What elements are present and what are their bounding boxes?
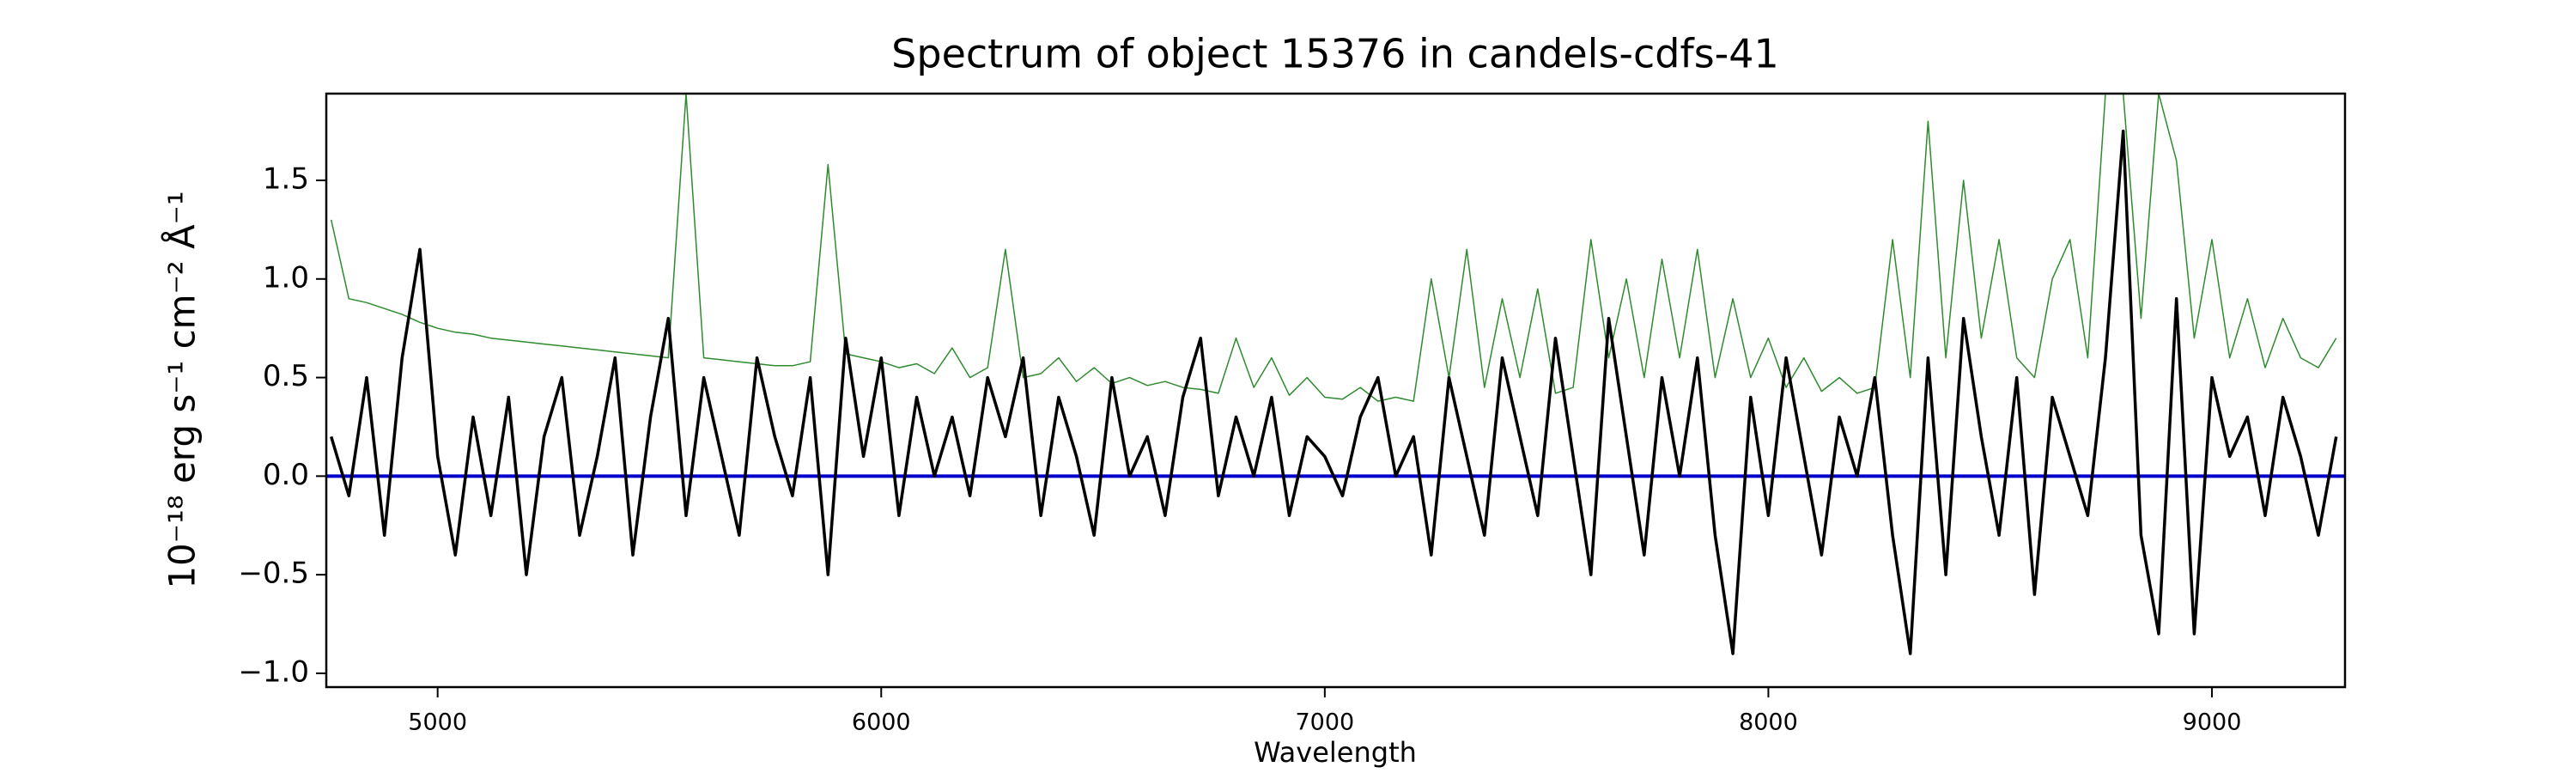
plot-area xyxy=(326,94,2345,655)
y-tick-label: −1.0 xyxy=(238,654,309,689)
y-tick-label: 0.5 xyxy=(263,359,309,393)
y-tick-label: 1.5 xyxy=(263,162,309,197)
series-line xyxy=(330,94,2337,402)
x-tick-label: 8000 xyxy=(1739,709,1798,736)
x-tick-label: 9000 xyxy=(2183,709,2242,736)
y-tick-label: −0.5 xyxy=(238,557,309,591)
y-tick-label: 0.0 xyxy=(263,458,309,492)
y-tick-label: 1.0 xyxy=(263,260,309,295)
x-axis-label: Wavelength xyxy=(1254,736,1417,769)
x-tick-label: 7000 xyxy=(1295,709,1354,736)
y-axis-label: 10⁻¹⁸ erg s⁻¹ cm⁻² Å⁻¹ xyxy=(161,191,204,588)
series-line xyxy=(330,129,2338,655)
x-tick-label: 6000 xyxy=(852,709,911,736)
x-tick-label: 5000 xyxy=(408,709,467,736)
chart-title: Spectrum of object 15376 in candels-cdfs… xyxy=(891,31,1779,77)
axes-frame xyxy=(325,92,2347,689)
